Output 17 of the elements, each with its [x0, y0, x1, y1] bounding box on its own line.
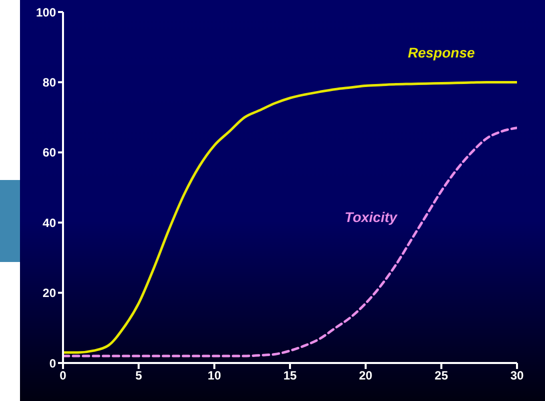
- line-series: [63, 80, 517, 354]
- y-tick-label: 40: [42, 216, 56, 230]
- x-tick-label: 5: [135, 368, 142, 383]
- y-tick-label: 100: [36, 5, 56, 20]
- y-tick-label: 0: [49, 356, 56, 370]
- x-tick-label: 0: [60, 368, 67, 383]
- line-series: [63, 126, 517, 358]
- x-tick-label: 30: [510, 368, 524, 383]
- y-tick-label: 80: [42, 75, 56, 90]
- x-tick-label: 15: [283, 368, 297, 383]
- x-tick-label: 25: [434, 368, 448, 383]
- y-tick-label: 60: [42, 146, 56, 160]
- y-tick-label: 20: [42, 286, 56, 300]
- series-label: Toxicity: [344, 209, 398, 226]
- x-tick-label: 20: [358, 368, 373, 383]
- series-label: Response: [408, 44, 475, 60]
- x-tick-label: 10: [208, 368, 222, 383]
